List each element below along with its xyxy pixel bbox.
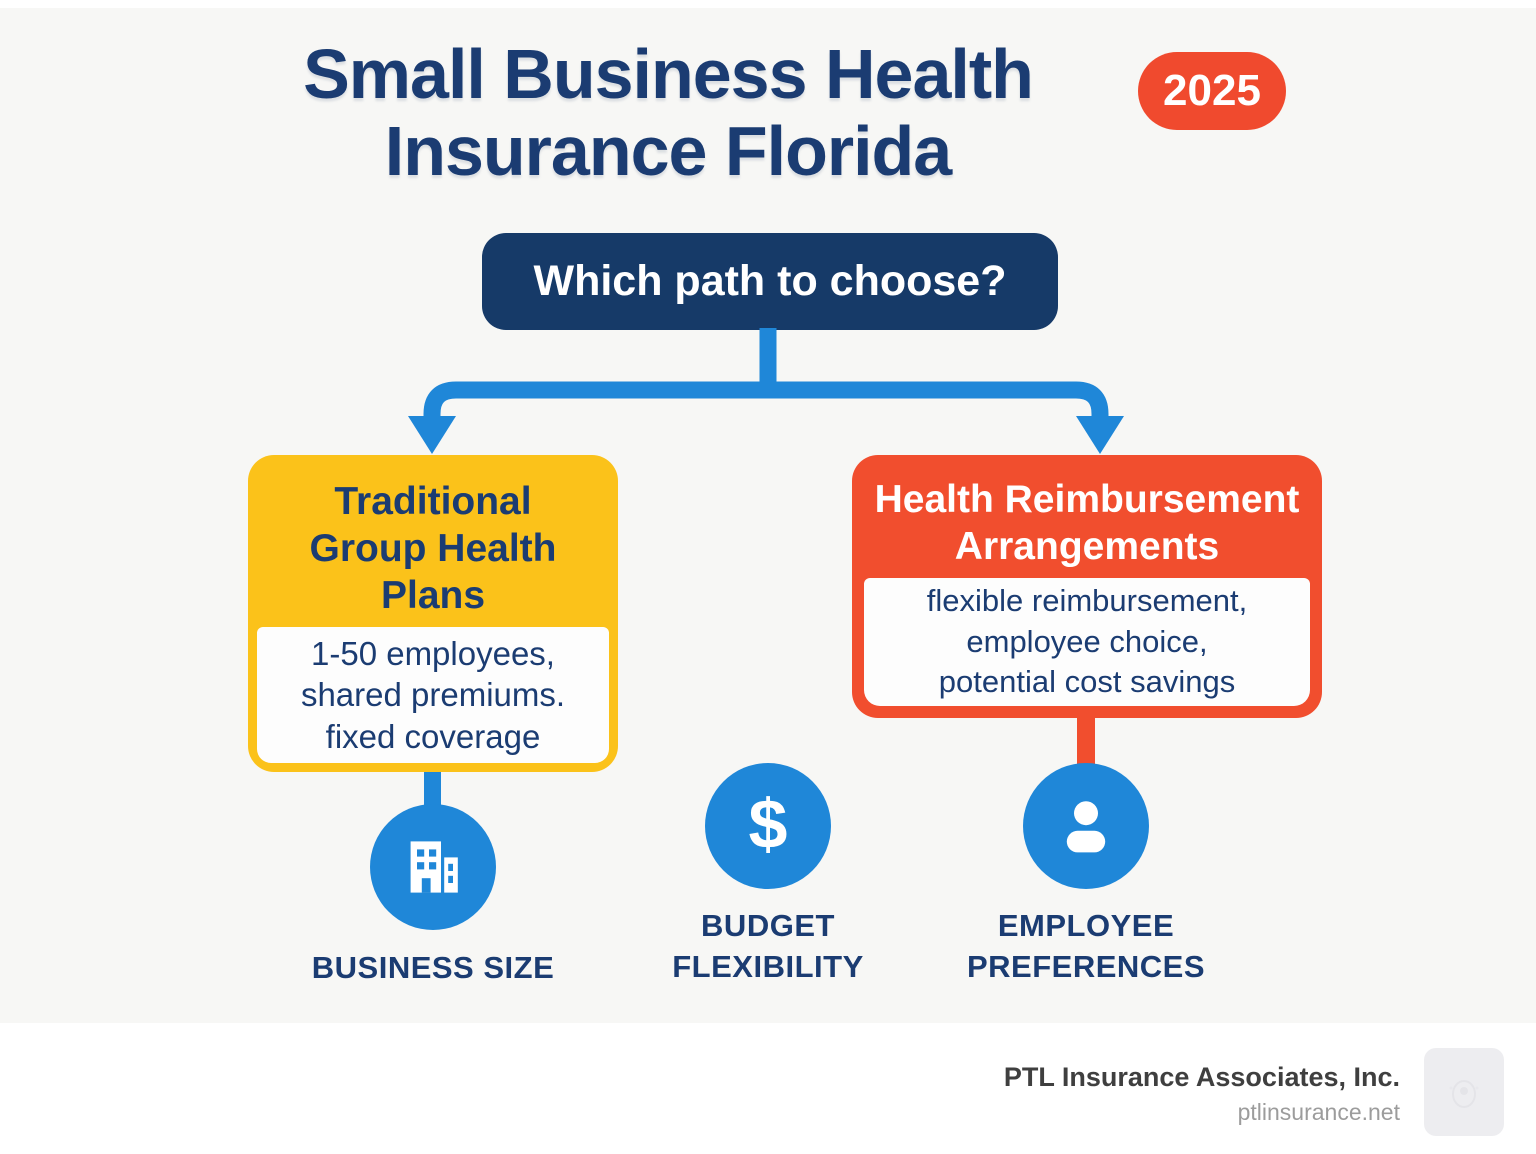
right-factor-connector — [1077, 712, 1095, 770]
business-size-circle — [370, 804, 496, 930]
footer-website: ptlinsurance.net — [1237, 1099, 1400, 1126]
left-arrowhead-icon — [408, 416, 456, 454]
question-label: Which path to choose? — [533, 257, 1007, 305]
footer-logo-icon — [1449, 1080, 1479, 1108]
building-icon — [410, 841, 458, 893]
budget-flexibility-circle: $ — [705, 763, 831, 889]
option-right-details-text: flexible reimbursement, employee choice,… — [926, 582, 1248, 700]
employee-preferences-label: EMPLOYEE PREFERENCES — [966, 908, 1206, 984]
employee-preferences-circle — [1023, 763, 1149, 889]
question-box: Which path to choose? — [482, 233, 1058, 330]
option-left-details: 1-50 employees, shared premiums. fixed c… — [257, 627, 609, 763]
budget-flexibility-label: BUDGET FLEXIBILITY — [672, 908, 864, 984]
page-title: Small Business Health Insurance Florida — [153, 36, 1183, 190]
option-health-reimbursement: Health Reimbursement Arrangements flexib… — [852, 455, 1322, 718]
option-left-title: Traditional Group Health Plans — [309, 480, 557, 617]
option-right-title: Health Reimbursement Arrangements — [874, 478, 1300, 568]
year-badge: 2025 — [1138, 52, 1286, 130]
option-traditional-group-plans: Traditional Group Health Plans 1-50 empl… — [248, 455, 618, 772]
footer-company-name: PTL Insurance Associates, Inc. — [1003, 1062, 1400, 1092]
branch-bar — [423, 381, 1109, 422]
business-size-label: BUSINESS SIZE — [311, 950, 555, 985]
footer-attribution: PTL Insurance Associates, Inc. ptlinsura… — [800, 1060, 1400, 1130]
footer-logo-box — [1424, 1048, 1504, 1136]
year-badge-label: 2025 — [1163, 66, 1261, 115]
option-left-details-text: 1-50 employees, shared premiums. fixed c… — [300, 635, 566, 755]
page-title-line2: Insurance Florida — [384, 112, 952, 190]
right-arrowhead-icon — [1076, 416, 1124, 454]
top-border-strip — [0, 0, 1536, 8]
person-icon — [1066, 801, 1106, 853]
page-title-line1: Small Business Health — [303, 35, 1034, 113]
option-right-details: flexible reimbursement, employee choice,… — [864, 578, 1310, 706]
footer-band — [0, 1023, 1536, 1154]
dollar-icon: $ — [748, 785, 788, 863]
